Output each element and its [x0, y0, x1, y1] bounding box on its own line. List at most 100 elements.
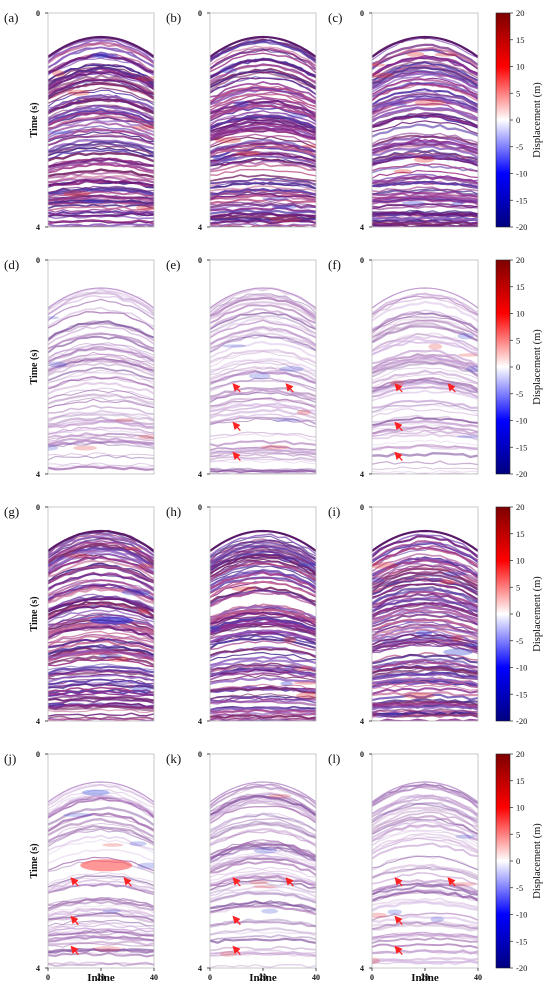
reflector	[210, 605, 316, 621]
reflector	[48, 306, 154, 328]
amplitude-anomaly	[98, 653, 123, 659]
amplitude-anomaly	[372, 63, 386, 67]
colorbar-tick-label: 15	[516, 282, 525, 292]
reflector	[372, 583, 478, 600]
reflector	[48, 426, 154, 435]
reflector	[48, 171, 154, 181]
reflector	[210, 219, 316, 225]
reflector	[210, 620, 316, 635]
reflector	[48, 377, 154, 390]
amplitude-anomaly	[372, 577, 385, 583]
reflector	[210, 563, 316, 581]
amplitude-anomaly	[279, 366, 304, 372]
y-tick-label: 0	[198, 503, 202, 512]
y-tick-label: 0	[36, 503, 40, 512]
reflector	[372, 796, 478, 818]
reflector	[372, 220, 478, 226]
dome-boundary	[210, 781, 316, 803]
reflector	[372, 961, 478, 966]
reflector	[372, 317, 478, 336]
amplitude-anomaly	[210, 625, 221, 632]
panel-label: (i)	[328, 504, 340, 519]
reflector	[210, 193, 316, 201]
seismic-section	[48, 781, 154, 968]
panel-label: (e)	[166, 257, 180, 272]
amplitude-anomaly	[372, 912, 388, 919]
dome-boundary	[48, 35, 154, 58]
reflector	[372, 443, 478, 451]
reflector	[372, 577, 478, 596]
reflector	[372, 837, 478, 855]
reflector	[372, 623, 478, 637]
seismic-section	[372, 287, 478, 474]
reflector	[210, 431, 316, 438]
reflector	[372, 642, 478, 653]
y-tick-label: 4	[360, 223, 364, 232]
reflector	[210, 617, 316, 633]
amplitude-anomaly	[235, 150, 261, 157]
reflector	[372, 97, 478, 113]
reflector	[48, 674, 154, 683]
reflector	[372, 188, 478, 196]
reflector	[210, 84, 316, 103]
reflector	[372, 419, 478, 429]
reflector	[210, 456, 316, 461]
reflector	[210, 801, 316, 823]
reflector	[48, 668, 154, 678]
y-tick-label: 4	[36, 470, 40, 479]
reflector	[48, 175, 154, 184]
annotation-arrow	[394, 451, 403, 462]
reflector	[372, 349, 478, 367]
reflector	[372, 606, 478, 621]
reflector	[210, 38, 316, 61]
reflector	[210, 714, 316, 720]
reflector	[372, 633, 478, 646]
reflector	[372, 639, 478, 653]
reflector	[210, 625, 316, 639]
amplitude-anomaly	[393, 169, 412, 174]
reflector	[210, 839, 316, 857]
y-tick-label: 0	[36, 9, 40, 18]
reflector	[48, 320, 154, 340]
reflector	[48, 188, 154, 196]
reflector	[48, 147, 154, 157]
reflector	[48, 140, 154, 154]
reflector	[48, 898, 154, 910]
reflector	[210, 459, 316, 465]
reflector	[210, 458, 316, 462]
amplitude-anomaly	[301, 144, 316, 149]
seismic-section	[210, 781, 316, 968]
reflector	[48, 927, 154, 934]
reflector	[48, 118, 154, 133]
reflector	[210, 565, 316, 585]
reflector	[48, 104, 154, 121]
reflector	[210, 812, 316, 832]
reflector	[48, 389, 154, 401]
reflector	[48, 168, 154, 179]
reflector	[210, 187, 316, 197]
reflector	[210, 190, 316, 198]
amplitude-anomaly	[406, 51, 425, 57]
reflector	[48, 937, 154, 943]
colorbar-tick-label: 0	[516, 115, 520, 125]
reflector	[210, 699, 316, 707]
amplitude-anomaly	[121, 589, 151, 596]
reflector	[210, 388, 316, 400]
reflector	[210, 120, 316, 134]
reflector	[210, 293, 316, 317]
reflector	[210, 568, 316, 589]
reflector	[372, 786, 478, 810]
dome-boundary	[210, 287, 316, 309]
reflector	[210, 378, 316, 393]
reflector	[210, 945, 316, 952]
reflector	[210, 591, 316, 608]
colorbar-label: Displacement (m)	[532, 82, 543, 158]
reflector	[372, 882, 478, 893]
amplitude-anomaly	[48, 445, 59, 451]
reflector	[372, 190, 478, 198]
reflector	[372, 142, 478, 155]
reflector	[48, 656, 154, 667]
amplitude-anomaly	[63, 813, 93, 817]
reflector	[48, 818, 154, 839]
amplitude-anomaly	[222, 344, 247, 348]
